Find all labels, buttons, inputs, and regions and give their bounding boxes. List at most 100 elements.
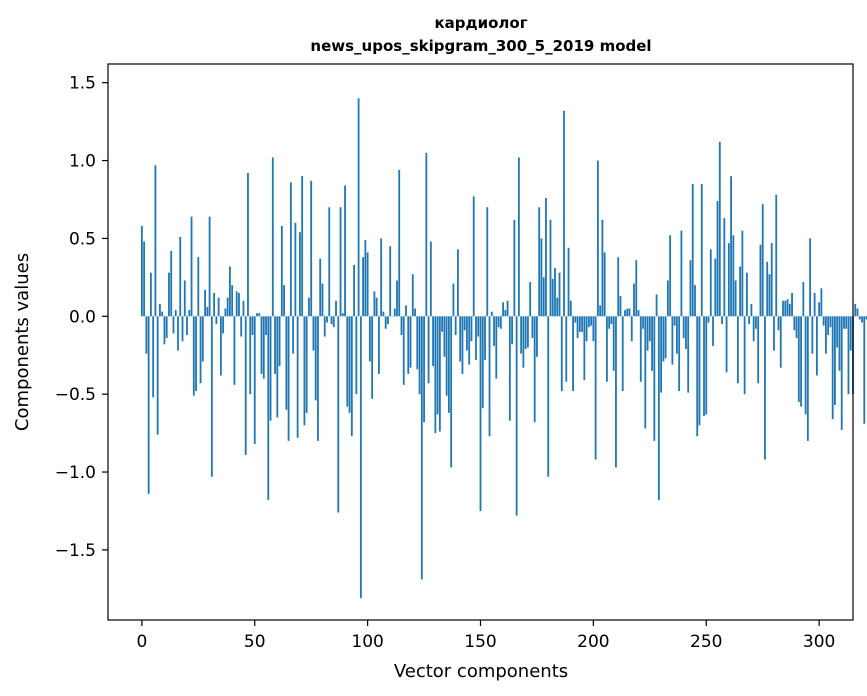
bar-6 (154, 165, 157, 317)
bar-296 (809, 238, 812, 317)
bar-112 (393, 308, 396, 317)
bar-26 (199, 316, 202, 384)
bar-211 (617, 257, 620, 317)
bar-91 (346, 316, 349, 407)
bar-84 (330, 316, 333, 325)
bar-42 (235, 291, 238, 317)
bar-143 (463, 316, 466, 331)
bar-185 (558, 272, 561, 317)
bar-227 (653, 316, 656, 441)
bar-246 (696, 316, 699, 437)
bar-258 (723, 218, 726, 317)
bar-248 (700, 183, 703, 317)
bar-287 (788, 303, 791, 317)
bar-268 (745, 272, 748, 317)
bar-4 (149, 272, 152, 317)
bar-20 (186, 316, 188, 335)
bar-28 (204, 289, 206, 317)
bar-273 (757, 316, 760, 384)
bar-41 (233, 316, 236, 385)
bar-77 (314, 316, 317, 401)
bar-127 (427, 316, 430, 384)
bar-311 (843, 316, 845, 329)
bar-83 (328, 207, 331, 317)
bar-24 (195, 316, 197, 392)
bar-29 (206, 306, 209, 317)
bar-280 (773, 316, 775, 351)
bar-188 (565, 316, 568, 382)
bar-92 (348, 316, 351, 413)
bar-237 (676, 316, 678, 354)
bar-259 (725, 316, 728, 373)
bar-295 (806, 316, 809, 441)
bar-308 (836, 316, 839, 348)
bar-275 (761, 204, 764, 317)
bar-199 (590, 316, 593, 326)
bar-264 (736, 316, 739, 384)
bar-193 (576, 316, 579, 339)
bar-249 (703, 316, 705, 416)
bar-190 (569, 300, 572, 317)
bar-23 (192, 316, 195, 396)
x-axis-label: Vector components (394, 661, 568, 682)
bar-109 (387, 316, 389, 325)
bar-32 (213, 292, 216, 317)
bar-1 (143, 241, 146, 317)
bar-175 (536, 316, 538, 357)
x-tick-label: 200 (577, 632, 609, 652)
bar-74 (308, 297, 310, 317)
bar-223 (644, 316, 647, 429)
bar-17 (179, 236, 182, 317)
bar-34 (217, 297, 220, 317)
x-tick-label: 300 (803, 632, 835, 652)
bar-37 (224, 308, 227, 317)
bar-80 (321, 283, 324, 317)
bar-153 (486, 207, 489, 317)
bar-279 (770, 243, 773, 317)
bar-169 (522, 316, 525, 368)
bar-318 (858, 316, 861, 320)
bar-251 (707, 316, 710, 323)
bar-277 (766, 261, 769, 317)
bar-50 (253, 316, 256, 445)
bar-131 (436, 316, 439, 415)
bar-2 (145, 316, 148, 354)
bar-178 (542, 277, 545, 317)
bar-274 (759, 244, 762, 317)
bar-166 (515, 316, 518, 516)
bar-164 (511, 316, 514, 345)
bar-306 (831, 316, 834, 420)
bar-100 (366, 252, 369, 317)
bar-58 (271, 157, 274, 317)
bar-82 (326, 316, 328, 323)
bar-114 (398, 169, 401, 317)
bar-183 (554, 268, 556, 317)
bar-90 (344, 185, 346, 317)
bar-129 (432, 316, 434, 367)
bar-152 (484, 316, 486, 360)
bar-141 (459, 316, 462, 362)
bar-11 (165, 316, 168, 339)
y-axis-ticks: 1.5 1.0 0.5 0.0 −0.5 −1.0 −1.5 (55, 74, 108, 561)
bar-233 (666, 280, 669, 317)
bar-176 (538, 207, 541, 317)
bar-99 (364, 239, 367, 317)
bar-269 (748, 316, 751, 325)
bar-142 (461, 316, 464, 374)
bar-113 (396, 280, 398, 317)
bar-120 (411, 274, 414, 317)
bar-292 (800, 316, 802, 407)
x-tick-label: 50 (244, 632, 266, 652)
bar-310 (840, 316, 843, 430)
bar-312 (845, 316, 848, 329)
bar-167 (517, 157, 520, 317)
bar-321 (865, 316, 867, 320)
bar-62 (280, 225, 283, 317)
bar-253 (712, 316, 714, 346)
bar-36 (222, 316, 225, 334)
bar-158 (497, 316, 500, 328)
bar-67 (292, 316, 295, 354)
bar-174 (533, 316, 536, 423)
bar-218 (633, 283, 635, 317)
bar-238 (678, 316, 681, 392)
